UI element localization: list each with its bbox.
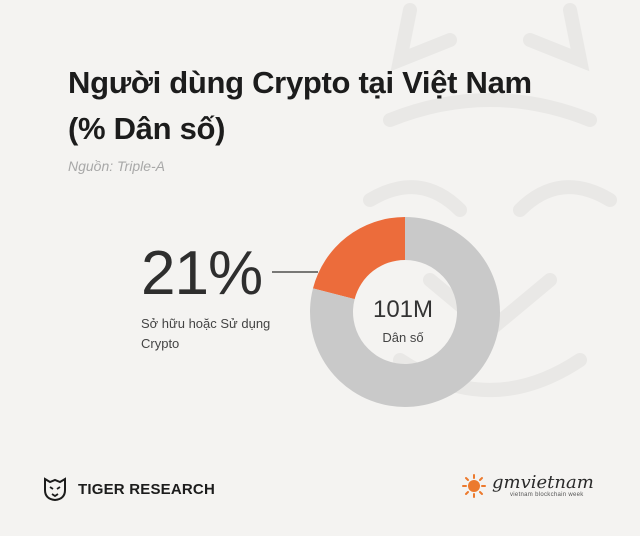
tiger-research-brand: TIGER RESEARCH [78,480,215,498]
chart-source: Nguồn: Triple-A [68,158,166,174]
gmvietnam-brand: gmvietnam [492,472,594,493]
tiger-head-icon [44,477,66,502]
center-label: Dân số [382,330,424,345]
chart-title-line-2: (% Dân số) [68,111,226,146]
highlight-value: 21% [141,239,263,308]
gm-sun-icon [462,474,486,498]
slice-remainder [309,217,501,407]
center-value: 101M [372,296,434,323]
gmvietnam-subtitle: vietnam blockchain week [510,492,584,498]
highlight-label: Sở hữu hoặc Sử dụng Crypto [141,316,271,351]
tiger-research-logo: TIGER RESEARCH [42,476,215,502]
gmvietnam-logo: gmvietnam vietnam blockchain week [462,474,594,498]
chart-title-line-1: Người dùng Crypto tại Việt Nam [68,65,532,100]
slice-crypto-users [312,217,405,300]
chart-title: Người dùng Crypto tại Việt Nam (% Dân số… [68,60,608,152]
